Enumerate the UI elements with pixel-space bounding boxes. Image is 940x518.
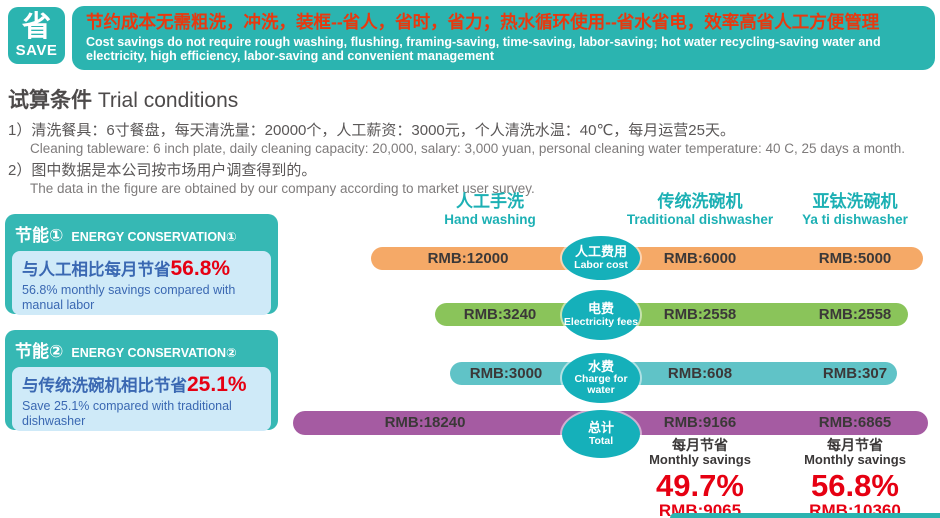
electricity-fees-circle: 电费 Electricity fees	[562, 290, 640, 340]
energy-box-2-header: 节能② ENERGY CONSERVATION②	[12, 335, 271, 367]
labor-cost-circle: 人工费用 Labor cost	[562, 236, 640, 280]
energy-conservation-box-2: 节能② ENERGY CONSERVATION② 与传统洗碗机相比节省25.1%…	[5, 330, 278, 431]
trial-title-en: Trial conditions	[97, 89, 239, 112]
electricity-traditional-value: RMB:2558	[663, 306, 737, 323]
energy-box-2-panel: 与传统洗碗机相比节省25.1% Save 25.1% compared with…	[12, 367, 271, 431]
monthly-savings-percent: 49.7%	[656, 467, 744, 503]
monthly-savings-en: Monthly savings	[649, 452, 751, 468]
energy-box-1-line: 与人工相比每月节省56.8%	[22, 256, 261, 281]
column-header-en: Traditional dishwasher	[626, 212, 774, 228]
labor-cost-yati-value: RMB:5000	[818, 250, 892, 267]
trial-item2-cn: 2）图中数据是本公司按市场用户调查得到的。	[8, 162, 317, 179]
monthly-savings-cn: 每月节省	[671, 437, 728, 453]
column-header-en: Ya ti dishwasher	[802, 212, 908, 228]
electricity-fees-bar	[435, 303, 908, 326]
save-badge-en: SAVE	[15, 41, 58, 59]
header-banner: 节约成本无需粗洗，冲洗，装框--省人，省时，省力；热水循环使用--省水省电，效率…	[72, 6, 935, 70]
labor-cost-traditional-value: RMB:6000	[663, 250, 737, 267]
monthly-savings-cn: 每月节省	[826, 437, 883, 453]
circle-label-cn: 电费	[587, 301, 614, 317]
water-traditional-value: RMB:608	[667, 365, 733, 382]
monthly-savings-yati: 每月节省 Monthly savings 56.8% RMB:10360	[804, 437, 906, 518]
water-hand-washing-value: RMB:3000	[469, 365, 543, 382]
monthly-savings-percent: 56.8%	[811, 467, 899, 503]
energy-box-2-line-en: Save 25.1% compared with traditional dis…	[22, 399, 232, 428]
energy-conservation-box-1: 节能① ENERGY CONSERVATION① 与人工相比每月节省56.8% …	[5, 214, 278, 315]
column-header-hand-washing: 人工手洗 Hand washing	[444, 192, 536, 228]
water-charge-bar	[450, 362, 897, 385]
electricity-hand-washing-value: RMB:3240	[463, 306, 537, 323]
trial-title-cn: 试算条件	[8, 89, 92, 112]
total-circle: 总计 Total	[562, 410, 640, 458]
trial-item1-en: Cleaning tableware: 6 inch plate, daily …	[30, 141, 906, 156]
energy-box-2-value: 25.1%	[187, 373, 247, 396]
circle-label-cn: 总计	[587, 420, 614, 436]
monthly-savings-traditional: 每月节省 Monthly savings 49.7% RMB:9065	[649, 437, 751, 518]
energy-box-1-line-en: 56.8% monthly savings compared with manu…	[22, 283, 236, 312]
labor-cost-hand-washing-value: RMB:12000	[427, 250, 509, 267]
energy-box-1-value: 56.8%	[170, 257, 231, 280]
column-header-traditional-dishwasher: 传统洗碗机 Traditional dishwasher	[627, 192, 773, 228]
water-yati-value: RMB:307	[822, 365, 888, 382]
energy-box-2-line: 与传统洗碗机相比节省25.1%	[22, 372, 261, 397]
energy-box-1-title-cn: 节能①	[15, 226, 64, 245]
next-section-edge	[670, 513, 940, 518]
energy-box-1-title-en: ENERGY CONSERVATION①	[71, 230, 237, 244]
circle-label-en: Labor cost	[574, 258, 628, 271]
total-hand-washing-value: RMB:18240	[384, 414, 466, 431]
headline-english: Cost savings do not require rough washin…	[86, 34, 881, 63]
electricity-yati-value: RMB:2558	[818, 306, 892, 323]
energy-box-2-title-en: ENERGY CONSERVATION②	[71, 346, 237, 360]
water-charge-circle: 水费 Charge for water	[562, 353, 640, 403]
column-header-cn: 人工手洗	[455, 192, 524, 211]
column-header-cn: 亚钛洗碗机	[812, 192, 898, 211]
energy-box-2-title-cn: 节能②	[15, 342, 64, 361]
trial-conditions-section: 试算条件 Trial conditions 1）清洗餐具：6寸餐盘，每天清洗量：…	[8, 84, 932, 196]
circle-label-en: Total	[588, 434, 614, 447]
energy-box-1-line-cn: 与人工相比每月节省	[22, 261, 171, 279]
energy-box-1-header: 节能① ENERGY CONSERVATION①	[12, 219, 271, 251]
trial-item2-en: The data in the figure are obtained by o…	[30, 181, 535, 196]
total-traditional-value: RMB:9166	[663, 414, 737, 431]
circle-label-cn: 人工费用	[574, 244, 627, 260]
energy-box-2-line-cn: 与传统洗碗机相比节省	[22, 377, 187, 395]
trial-item1-cn: 1）清洗餐具：6寸餐盘，每天清洗量：20000个，人工薪资：3000元，个人清洗…	[8, 122, 735, 139]
total-yati-value: RMB:6865	[818, 414, 892, 431]
energy-box-1-panel: 与人工相比每月节省56.8% 56.8% monthly savings com…	[12, 251, 271, 315]
circle-label-cn: 水费	[587, 358, 614, 374]
column-header-yati-dishwasher: 亚钛洗碗机 Ya ti dishwasher	[802, 192, 908, 228]
circle-label-en: Charge for water	[574, 373, 628, 397]
labor-cost-bar	[371, 247, 923, 270]
trial-conditions-title: 试算条件 Trial conditions	[8, 84, 932, 114]
headline-chinese: 节约成本无需粗洗，冲洗，装框--省人，省时，省力；热水循环使用--省水省电，效率…	[86, 12, 880, 32]
circle-label-en: Electricity fees	[563, 315, 639, 328]
save-badge-cn: 省	[21, 11, 51, 44]
save-badge: 省 SAVE	[8, 7, 65, 64]
monthly-savings-en: Monthly savings	[804, 452, 906, 468]
column-header-en: Hand washing	[444, 212, 536, 228]
column-header-cn: 传统洗碗机	[657, 192, 743, 211]
